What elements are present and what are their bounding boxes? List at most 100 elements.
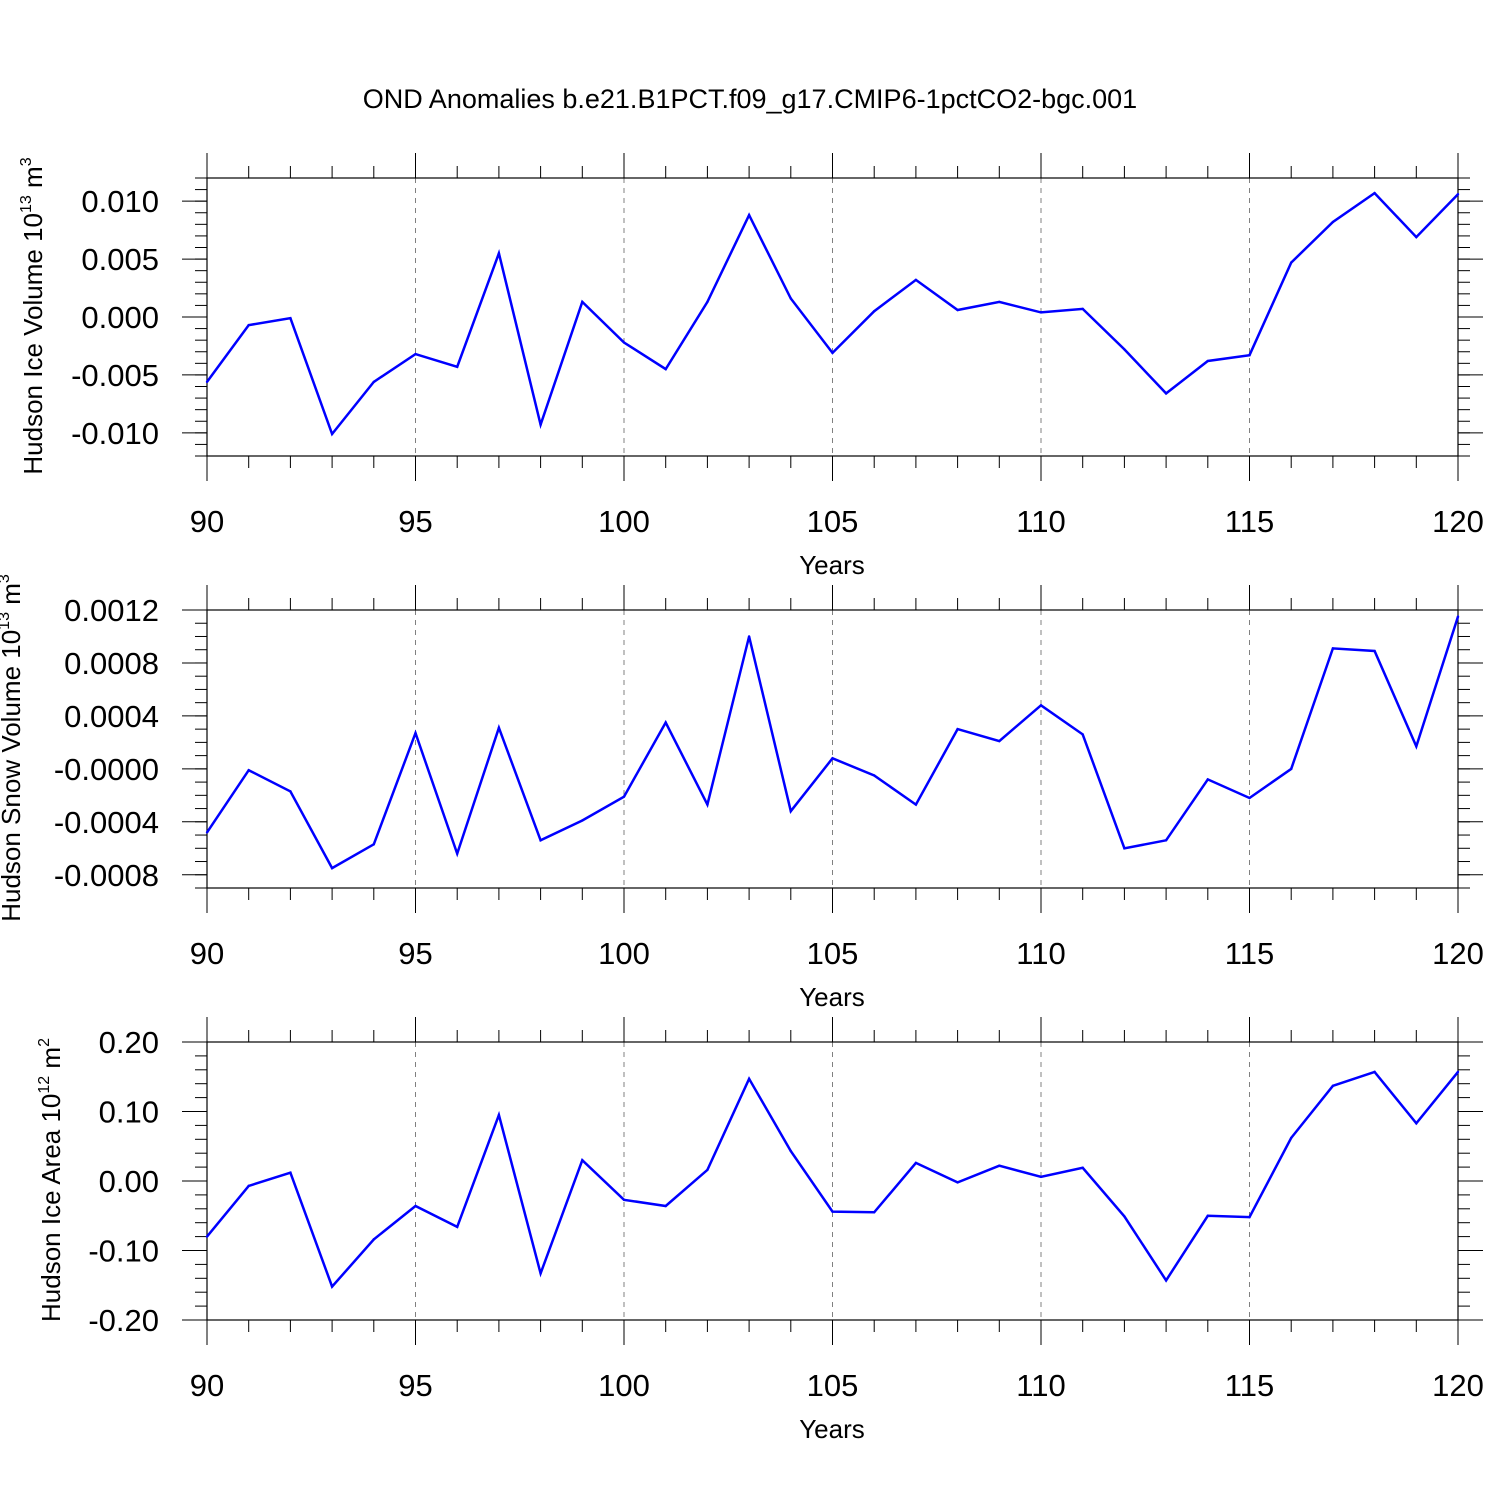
y-axis-title-ice-volume-unit: m: [18, 166, 48, 195]
y-axis-title-ice-volume-main: Hudson Ice Volume 10: [18, 213, 48, 475]
data-point-ice-area: [914, 1161, 918, 1165]
panel-ice-area-marks: -0.20 -0.10 0.00 0.10 0.20 90 95 100 105 110 115 12…: [88, 1017, 1484, 1403]
data-point-snow-volume: [622, 795, 626, 798]
data-point-snow-volume: [664, 721, 667, 724]
data-point-ice-area: [1123, 1215, 1126, 1218]
data-point-snow-volume: [205, 831, 209, 834]
data-point-ice-area: [1081, 1166, 1084, 1169]
data-point-ice-area: [456, 1225, 459, 1229]
x-tick-label-ice-volume: 105: [807, 504, 859, 539]
y-tick-label-ice-volume: -0.005: [71, 358, 159, 393]
x-tick-label-ice-area: 105: [807, 1368, 859, 1403]
x-tick-label-ice-area: 100: [598, 1368, 650, 1403]
data-point-ice-volume: [497, 252, 501, 255]
data-point-ice-volume: [789, 297, 792, 300]
data-point-ice-volume: [1456, 193, 1460, 196]
x-axis-title-ice-volume: Years: [799, 550, 865, 580]
data-point-snow-volume: [456, 852, 459, 855]
data-point-ice-volume: [998, 300, 1001, 304]
y-axis-title-ice-area-sup: 12: [36, 1076, 53, 1094]
x-tick-label-ice-area: 120: [1432, 1368, 1484, 1403]
y-tick-label-ice-area: -0.20: [88, 1303, 159, 1338]
y-tick-label-snow-volume: -0.0008: [54, 858, 159, 893]
data-point-ice-volume: [747, 213, 751, 217]
y-tick-label-ice-volume: 0.010: [81, 184, 159, 219]
x-tick-label-snow-volume: 95: [398, 936, 432, 971]
data-point-ice-area: [1248, 1215, 1251, 1219]
data-point-snow-volume: [1206, 778, 1210, 781]
x-tick-label-ice-area: 110: [1016, 1368, 1065, 1403]
y-tick-label-ice-volume: 0.000: [81, 300, 159, 335]
data-point-ice-area: [873, 1211, 876, 1214]
x-tick-label-ice-volume: 115: [1225, 504, 1274, 539]
data-point-ice-volume: [1290, 261, 1293, 264]
data-point-ice-area: [539, 1272, 542, 1275]
x-tick-label-snow-volume: 110: [1016, 936, 1065, 971]
data-point-snow-volume: [414, 731, 417, 735]
data-point-ice-area: [1373, 1070, 1376, 1074]
x-tick-label-snow-volume: 105: [807, 936, 859, 971]
data-point-snow-volume: [1164, 839, 1168, 842]
y-tick-label-snow-volume: 0.0012: [64, 593, 159, 628]
data-point-ice-volume: [1081, 307, 1084, 311]
panel-ice-volume: -0.010 -0.005 0.000 0.005 0.010 90 95 100 105 110…: [18, 153, 1484, 580]
data-point-ice-volume: [205, 380, 209, 384]
data-point-ice-area: [247, 1184, 250, 1188]
y-axis-title-ice-volume: Hudson Ice Volume 1013 m3: [18, 157, 48, 474]
y-tick-label-ice-volume: -0.010: [71, 416, 159, 451]
data-point-ice-area: [414, 1204, 417, 1208]
y-tick-label-snow-volume: 0.0008: [64, 646, 159, 681]
y-axis-title-snow-volume-sup: 13: [0, 612, 13, 630]
y-axis-title-snow-volume: Hudson Snow Volume 1013 m3: [0, 574, 26, 922]
data-point-ice-area: [1164, 1279, 1168, 1282]
data-point-ice-area: [497, 1113, 501, 1117]
data-point-snow-volume: [289, 790, 292, 793]
data-point-snow-volume: [1415, 745, 1418, 748]
data-point-snow-volume: [539, 839, 542, 842]
y-axis-title-ice-area-unit: m: [36, 1047, 66, 1076]
data-point-ice-volume: [1248, 354, 1251, 357]
panel-snow-volume-marks: -0.0008 -0.0004 -0.0000 0.0004 0.0008 0.0012 9…: [54, 585, 1484, 971]
data-point-snow-volume: [1081, 733, 1084, 736]
x-tick-label-ice-volume: 100: [598, 504, 650, 539]
data-point-ice-area: [956, 1181, 959, 1184]
y-axis-title-ice-volume-sup: 13: [18, 195, 35, 213]
y-tick-label-ice-area: 0.00: [99, 1164, 159, 1199]
data-point-snow-volume: [247, 768, 250, 772]
y-tick-label-snow-volume: 0.0004: [64, 699, 159, 734]
data-point-ice-volume: [1164, 392, 1168, 395]
y-tick-label-ice-area: 0.20: [99, 1025, 159, 1060]
data-point-ice-volume: [873, 310, 876, 313]
data-point-ice-volume: [914, 278, 918, 282]
y-axis-title-snow-volume-unit-sup: 3: [0, 574, 13, 583]
data-point-ice-volume: [1206, 359, 1210, 363]
data-point-snow-volume: [747, 635, 751, 638]
x-tick-label-ice-volume: 120: [1432, 504, 1484, 539]
data-point-ice-volume: [1123, 348, 1126, 351]
x-tick-label-snow-volume: 90: [190, 936, 224, 971]
data-point-snow-volume: [372, 843, 375, 846]
data-point-snow-volume: [330, 866, 334, 870]
data-point-ice-volume: [831, 351, 834, 355]
y-tick-label-snow-volume: -0.0000: [54, 752, 159, 787]
data-point-ice-volume: [414, 352, 417, 356]
data-point-snow-volume: [914, 803, 918, 806]
data-point-snow-volume: [1456, 615, 1460, 618]
data-point-ice-volume: [956, 308, 959, 312]
y-axis-title-snow-volume-unit: m: [0, 583, 26, 612]
data-point-snow-volume: [1331, 647, 1335, 650]
data-point-ice-area: [831, 1210, 834, 1213]
data-point-ice-volume: [289, 316, 292, 320]
data-point-snow-volume: [1290, 767, 1293, 771]
data-point-ice-volume: [1331, 220, 1335, 224]
x-axis-title-ice-area: Years: [799, 1414, 865, 1444]
data-point-ice-area: [1415, 1122, 1418, 1125]
y-axis-title-ice-volume-unit-sup: 3: [18, 157, 35, 166]
figure-title: OND Anomalies b.e21.B1PCT.f09_g17.CMIP6-…: [363, 84, 1137, 114]
data-point-snow-volume: [497, 726, 501, 730]
data-point-ice-volume: [664, 367, 667, 371]
y-axis-title-ice-area: Hudson Ice Area 1012 m2: [36, 1038, 66, 1322]
data-point-ice-area: [664, 1204, 667, 1208]
data-point-ice-area: [789, 1149, 792, 1153]
